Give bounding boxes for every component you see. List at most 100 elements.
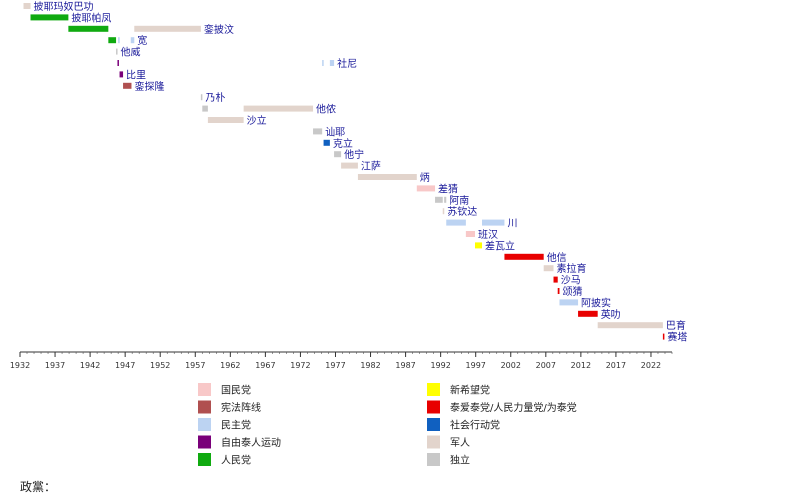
legend-caption: 政黨： (20, 480, 56, 494)
x-tick-label: 1997 (466, 361, 486, 370)
legend-swatch (427, 453, 440, 466)
term-bar (130, 37, 135, 44)
legend-label: 国民党 (221, 384, 251, 397)
pm-label: 沙立 (247, 114, 267, 127)
pm-label: 苏钦达 (447, 205, 477, 218)
legend-swatch (198, 435, 211, 449)
term-bar (202, 105, 208, 112)
pm-label: 差猜 (438, 182, 458, 195)
x-tick-label: 1942 (80, 361, 100, 370)
x-tick-label: 2017 (606, 361, 626, 370)
term-bar (108, 37, 117, 44)
term-bar (559, 299, 579, 306)
pm-label: 颂猜 (562, 285, 582, 298)
legend-label: 民主党 (221, 419, 251, 432)
term-bar (134, 25, 201, 32)
x-tick-label: 1952 (150, 361, 170, 370)
term-bar (553, 276, 558, 283)
term-bar (119, 71, 124, 78)
pm-label: 英叻 (601, 308, 621, 321)
pm-label: 阿披实 (581, 296, 611, 309)
term-bar (207, 117, 244, 123)
term-bar (475, 242, 483, 249)
term-bar (118, 37, 120, 44)
term-bar (68, 25, 109, 32)
term-bar (662, 333, 665, 340)
term-bar (322, 60, 324, 66)
term-bar (578, 310, 598, 317)
pm-label: 乃朴 (205, 91, 225, 104)
term-bar (200, 94, 203, 101)
x-axis: 1932 1937 1942 1947 1952 1957 1962 1967 1972 1977… (10, 351, 673, 370)
term-bar (23, 3, 31, 9)
x-tick-label: 1947 (115, 361, 135, 370)
pm-label: 他侬 (316, 103, 336, 116)
term-bar (341, 162, 358, 169)
x-tick-label: 2002 (501, 361, 521, 370)
legend-swatch (198, 418, 211, 431)
term-bar (465, 231, 475, 237)
term-bar (243, 105, 314, 112)
legend-label: 军人 (450, 437, 470, 449)
legend-swatch (427, 435, 440, 449)
legend-label: 宪法阵线 (221, 401, 261, 414)
term-bar (357, 174, 417, 180)
term-bar (543, 265, 554, 272)
term-bar (444, 196, 447, 203)
pm-label: 披耶玛奴巴功 (34, 0, 94, 13)
term-bar (313, 128, 323, 135)
pm-label: 素拉育 (557, 262, 587, 275)
term-bar (323, 139, 330, 146)
term-bar (329, 60, 335, 66)
legend-label: 社会行动党 (450, 419, 500, 432)
term-bar (446, 219, 466, 226)
legend-swatch (198, 400, 211, 414)
x-tick-label: 2022 (641, 361, 661, 370)
term-bar (435, 196, 443, 203)
pm-label: 巴育 (666, 319, 686, 332)
pm-label: 宽 (137, 34, 147, 47)
legend-swatch (198, 453, 211, 466)
legend-swatch (427, 400, 440, 414)
x-tick-label: 1957 (185, 361, 205, 370)
term-bar (416, 185, 436, 192)
pm-label: 班汉 (478, 229, 498, 241)
x-tick-label: 1932 (10, 361, 30, 370)
legend-label: 泰爱泰党/人民力量党/为泰党 (450, 401, 577, 414)
legend-label: 独立 (450, 454, 470, 467)
x-tick-label: 1972 (290, 361, 310, 370)
term-bar (597, 322, 663, 329)
pm-label: 阿南 (449, 194, 469, 207)
pm-label: 沙马 (561, 275, 581, 287)
x-tick-label: 2012 (571, 361, 591, 370)
pm-label: 炳 (420, 171, 430, 184)
pm-label: 赛塔 (667, 331, 687, 344)
legend-swatch (427, 418, 440, 431)
pm-label: 讪耶 (325, 126, 345, 138)
term-bar (482, 219, 505, 226)
x-tick-label: 1992 (430, 361, 450, 370)
legend-swatch (427, 383, 440, 396)
pm-label: 差瓦立 (485, 239, 515, 252)
pm-label: 克立 (333, 137, 353, 150)
term-bar (116, 48, 118, 55)
x-tick-label: 1977 (325, 361, 345, 370)
pm-label: 銮披汶 (204, 23, 234, 36)
term-bar (117, 60, 119, 66)
x-tick-label: 2007 (536, 361, 556, 370)
x-tick-label: 1962 (220, 361, 240, 370)
term-bar (504, 253, 544, 260)
x-tick-label: 1967 (255, 361, 275, 370)
pm-label: 他威 (121, 46, 141, 59)
term-bar (442, 208, 445, 215)
x-tick-label: 1987 (395, 361, 415, 370)
pm-label: 比里 (126, 69, 146, 81)
legend-label: 人民党 (221, 454, 251, 467)
pm-label: 披耶帕凤 (71, 11, 111, 24)
pm-label: 川 (507, 219, 517, 230)
pm-label: 江萨 (361, 161, 381, 173)
legend-label: 自由泰人运动 (221, 436, 281, 449)
timeline-bars: 披耶玛奴巴功披耶帕凤銮披汶宽他威社尼比里銮探隆乃朴他侬沙立讪耶克立他宁江萨炳差猜… (23, 0, 687, 344)
x-tick-label: 1982 (360, 361, 380, 370)
